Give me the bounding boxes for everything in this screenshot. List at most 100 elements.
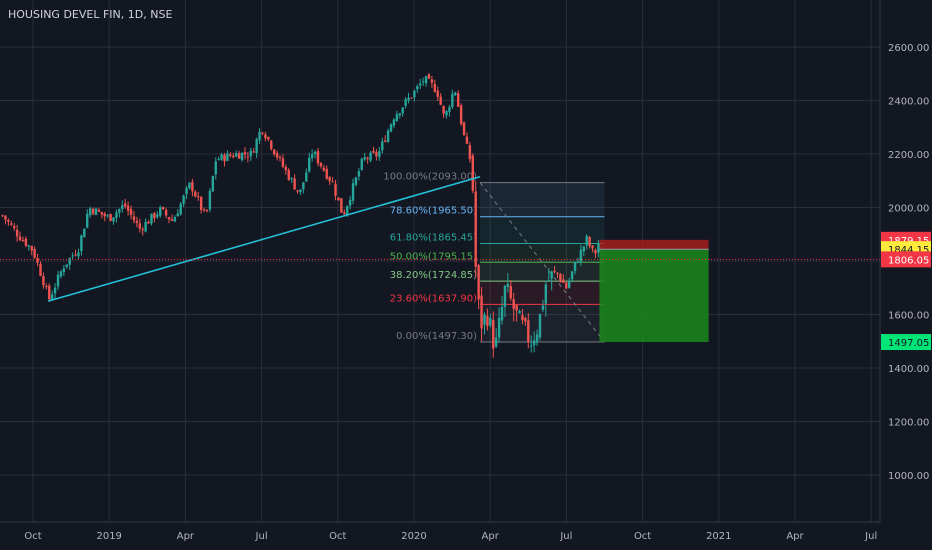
candle-body — [541, 305, 545, 310]
fib-level-label: 100.00%(2093.00) — [383, 172, 477, 183]
candle-body — [91, 208, 95, 214]
candle-body — [416, 86, 419, 90]
x-tick-label: Jul — [255, 531, 268, 542]
candle-body — [214, 161, 217, 175]
candle-body — [372, 150, 375, 153]
candle-body — [255, 139, 258, 153]
candle-body — [164, 210, 168, 216]
candle-body — [80, 235, 83, 252]
candle-body — [135, 220, 139, 224]
candle-body — [129, 208, 133, 215]
candle-body — [550, 271, 553, 279]
candle-body — [53, 287, 57, 294]
candle-body — [199, 196, 203, 210]
candlesticks — [1, 73, 600, 358]
candle-body — [33, 249, 36, 258]
candle-body — [310, 154, 314, 159]
candle-body — [305, 172, 308, 182]
candle-body — [494, 337, 498, 347]
candle-body — [39, 263, 42, 276]
y-tick-label: 1600.00 — [888, 311, 929, 322]
y-tick-label: 2400.00 — [888, 97, 929, 108]
candle-body — [375, 151, 378, 157]
fib-zone — [480, 243, 605, 263]
price-marker-box — [881, 334, 931, 351]
y-tick-label: 2000.00 — [888, 204, 929, 215]
candle-body — [235, 153, 238, 157]
candle-body — [176, 213, 179, 217]
candle-body — [156, 214, 159, 217]
candle-body — [597, 243, 600, 253]
y-tick-label: 1000.00 — [888, 471, 929, 482]
candle-body — [138, 223, 142, 229]
candle-body — [126, 205, 130, 211]
candle-body — [424, 76, 428, 84]
candle-body — [121, 205, 124, 210]
candle-body — [293, 178, 296, 190]
x-tick-label: Oct — [329, 531, 346, 542]
candle-body — [36, 257, 39, 263]
candle-body — [483, 314, 486, 325]
candle-body — [167, 217, 171, 220]
short-position-tool — [599, 239, 709, 343]
candle-body — [316, 151, 320, 164]
candle-body — [106, 215, 109, 217]
candle-body — [272, 149, 276, 155]
candle-body — [345, 205, 349, 215]
candle-body — [249, 150, 253, 157]
candle-body — [278, 156, 282, 158]
candle-body — [103, 213, 106, 217]
candle-body — [258, 131, 261, 141]
candle-body — [325, 168, 328, 179]
take-profit-zone — [599, 249, 709, 343]
candle-body — [56, 274, 60, 287]
candle-body — [343, 212, 346, 215]
y-tick-label: 1200.00 — [888, 418, 929, 429]
candle-body — [439, 96, 442, 105]
trendline — [48, 175, 481, 302]
candle-body — [413, 90, 416, 98]
candle-body — [188, 182, 191, 189]
candle-body — [150, 213, 153, 224]
candle-body — [202, 209, 206, 211]
x-tick-label: Apr — [482, 531, 500, 542]
candle-body — [217, 159, 220, 161]
candle-body — [264, 134, 267, 139]
candle-body — [275, 152, 279, 158]
candle-body — [465, 136, 469, 144]
candle-body — [205, 209, 209, 211]
x-tick-label: 2021 — [706, 531, 731, 542]
candle-body — [45, 285, 48, 287]
candle-body — [386, 130, 390, 142]
y-tick-label: 2200.00 — [888, 150, 929, 161]
x-tick-label: 2020 — [401, 531, 426, 542]
candle-body — [360, 158, 364, 170]
candle-body — [173, 217, 177, 222]
candle-body — [74, 254, 77, 256]
candle-body — [521, 315, 524, 321]
candle-body — [308, 157, 311, 172]
candle-body — [427, 74, 431, 79]
candle-body — [27, 245, 31, 247]
candle-body — [65, 264, 68, 267]
support-trendline — [48, 175, 481, 302]
candle-body — [419, 83, 422, 86]
candle-body — [299, 189, 302, 193]
candle-body — [161, 207, 165, 210]
candle-body — [334, 183, 337, 196]
candle-body — [565, 282, 568, 289]
candle-body — [59, 271, 63, 277]
candle-body — [232, 155, 235, 158]
candle-body — [556, 272, 559, 274]
candle-body — [454, 92, 457, 96]
fib-zone — [480, 304, 605, 342]
candle-body — [223, 154, 226, 162]
candle-body — [243, 152, 247, 155]
candle-body — [401, 107, 404, 114]
stop-loss-zone — [599, 239, 709, 250]
candle-body — [448, 107, 451, 112]
candle-body — [579, 249, 583, 262]
candle-body — [445, 111, 448, 116]
candle-body — [594, 250, 597, 254]
